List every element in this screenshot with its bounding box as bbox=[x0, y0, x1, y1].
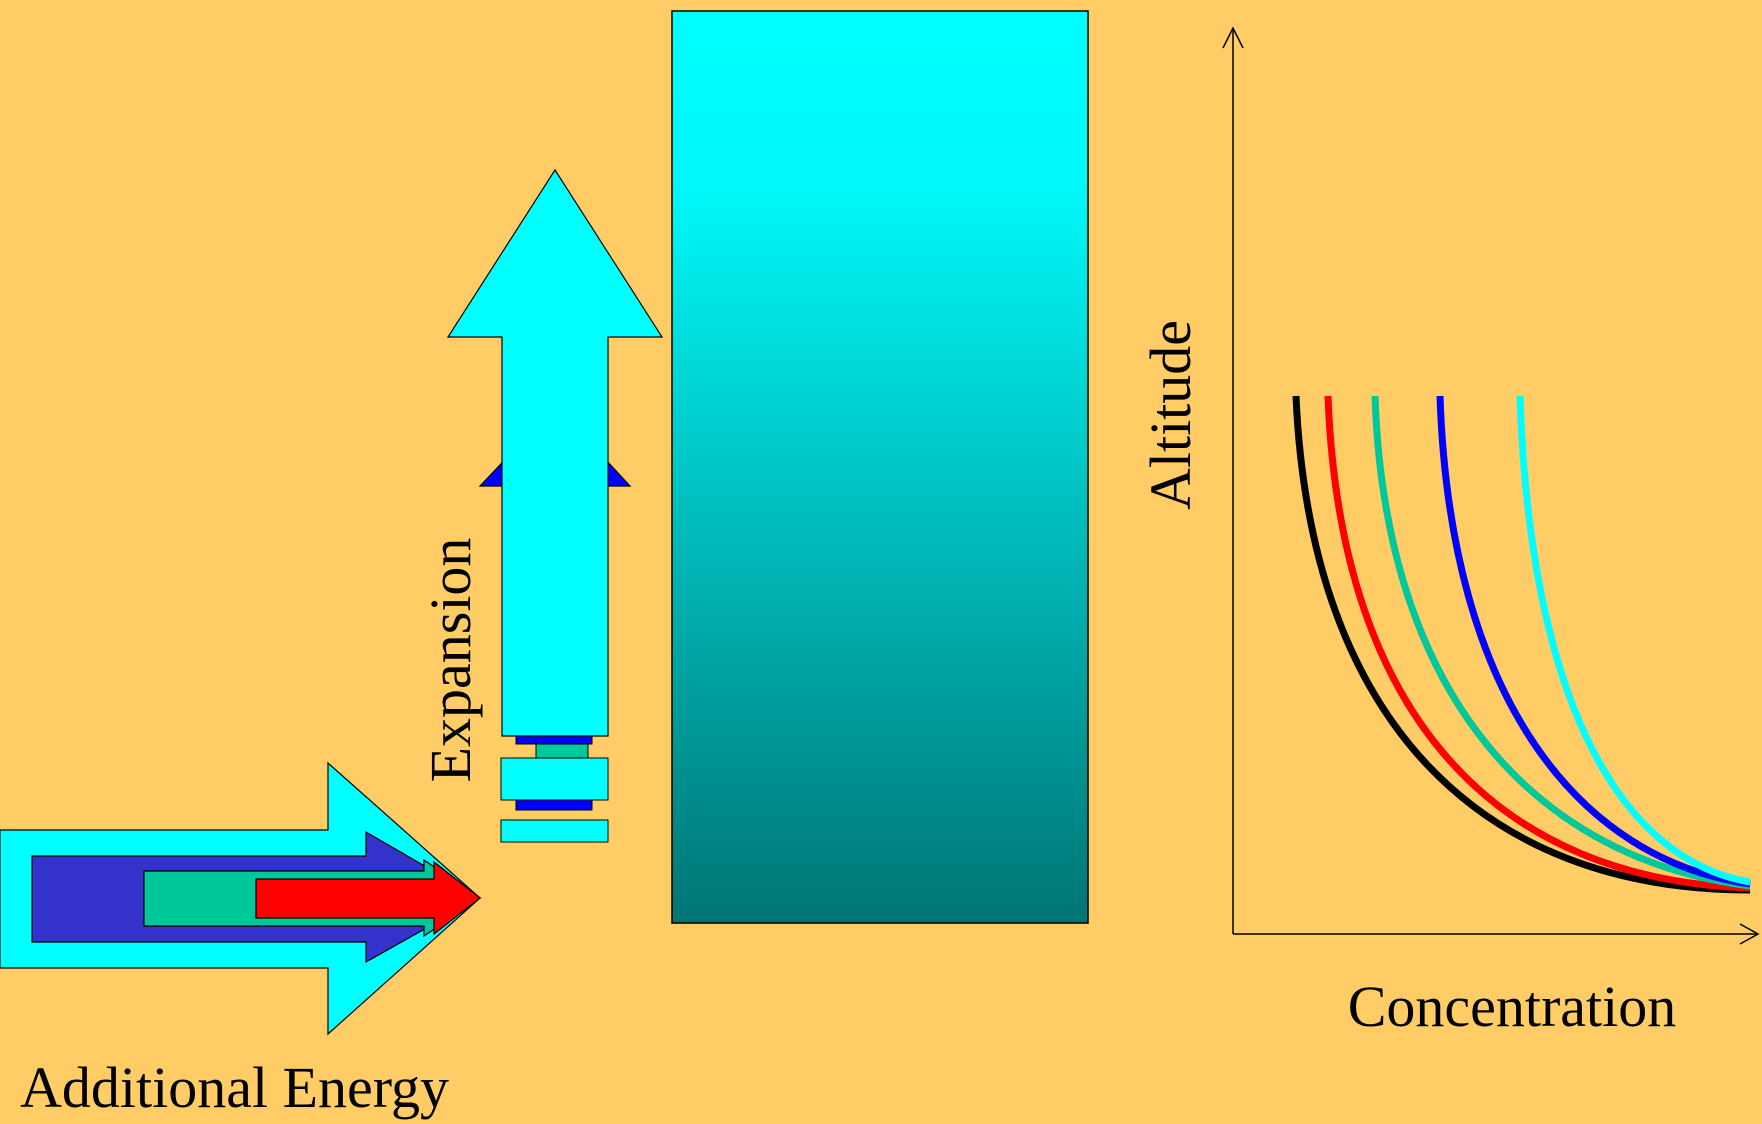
curve-green bbox=[1371, 395, 1751, 890]
expansion-segment-cyan-2 bbox=[500, 819, 609, 843]
expansion-segment-blue-2 bbox=[515, 799, 593, 811]
curve-blue bbox=[1436, 395, 1751, 888]
curve-cyan bbox=[1516, 395, 1751, 886]
concentration-label: Concentration bbox=[1348, 974, 1677, 1039]
curve-red bbox=[1324, 395, 1751, 892]
y-axis-arrowhead bbox=[1222, 26, 1244, 49]
chart-axes bbox=[1222, 26, 1760, 945]
additional-energy-label: Additional Energy bbox=[20, 1055, 449, 1120]
energy-arrow-group bbox=[0, 761, 482, 1036]
expansion-segment-cyan-1 bbox=[500, 757, 609, 801]
curve-black bbox=[1292, 395, 1751, 894]
concentration-curves bbox=[1292, 395, 1751, 894]
expansion-arrow-group bbox=[446, 168, 664, 843]
expansion-arrow-cyan bbox=[446, 168, 664, 737]
atmosphere-column bbox=[671, 10, 1089, 924]
expansion-segment-green bbox=[535, 743, 589, 759]
altitude-label: Altitude bbox=[1138, 320, 1203, 510]
expansion-label: Expansion bbox=[418, 538, 483, 783]
energy-arrow-red bbox=[255, 860, 481, 936]
x-axis-arrowhead bbox=[1739, 923, 1760, 945]
